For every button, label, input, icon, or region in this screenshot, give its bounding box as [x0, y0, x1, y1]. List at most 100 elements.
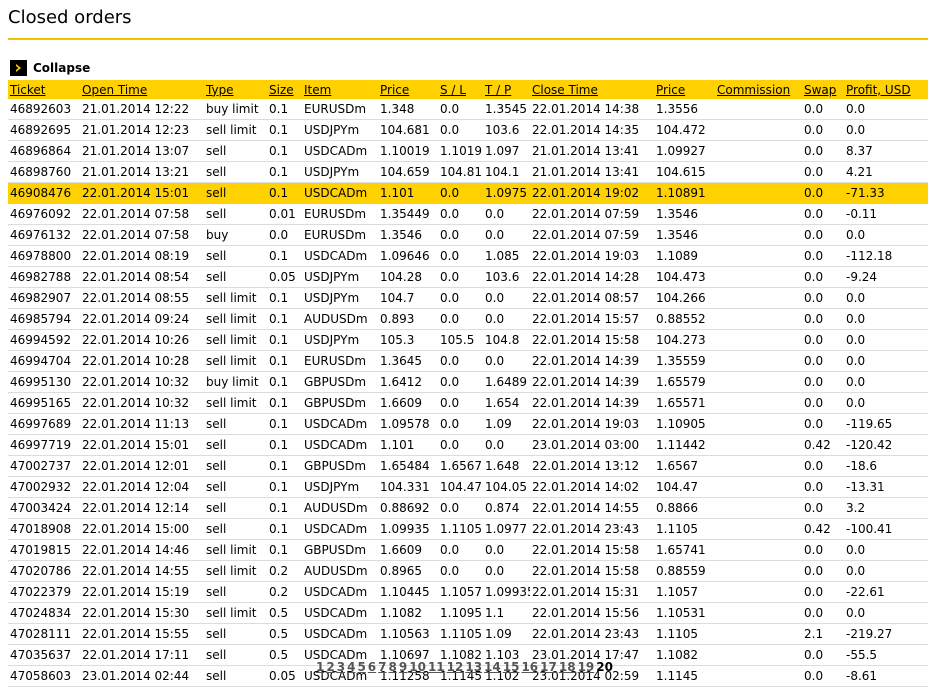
cell-close-price: 0.88559: [654, 560, 715, 582]
cell-swap: 0.0: [802, 329, 844, 351]
col-open-price[interactable]: Price: [378, 80, 438, 99]
page-link[interactable]: 6: [367, 660, 377, 674]
table-row[interactable]: 46908476 22.01.2014 15:01 sell 0.1 USDCADm 1.…: [8, 182, 928, 204]
table-row[interactable]: 46976132 22.01.2014 07:58 buy 0.0 EURUSDm 1.3…: [8, 224, 928, 246]
collapse-toggle[interactable]: Collapse: [10, 59, 90, 77]
cell-open-price: 104.681: [378, 119, 438, 141]
sort-tp-link[interactable]: T / P: [485, 82, 512, 97]
cell-close-time: 22.01.2014 15:56: [530, 602, 654, 624]
cell-tp: 0.874: [483, 497, 530, 519]
cell-item: USDCADm: [302, 623, 378, 645]
table-row[interactable]: 46982788 22.01.2014 08:54 sell 0.05 USDJPYm 1…: [8, 266, 928, 288]
page-link[interactable]: 18: [558, 660, 576, 674]
sort-open-time-link[interactable]: Open Time: [82, 82, 148, 97]
table-row[interactable]: 47020786 22.01.2014 14:55 sell limit 0.2 AUD…: [8, 560, 928, 582]
table-row[interactable]: 46896864 21.01.2014 13:07 sell 0.1 USDCADm 1.…: [8, 140, 928, 162]
sort-commission-link[interactable]: Commission: [717, 82, 791, 97]
col-profit[interactable]: Profit, USD: [844, 80, 928, 99]
page-link[interactable]: 1: [316, 660, 325, 674]
table-row[interactable]: 46997719 22.01.2014 15:01 sell 0.1 USDCADm 1.…: [8, 434, 928, 456]
cell-sl: 1.6567: [438, 455, 483, 477]
sort-profit-link[interactable]: Profit, USD: [846, 82, 911, 97]
table-row[interactable]: 46995130 22.01.2014 10:32 buy limit 0.1 GBPU…: [8, 371, 928, 393]
table-row[interactable]: 46976092 22.01.2014 07:58 sell 0.01 EURUSDm 1…: [8, 203, 928, 225]
cell-open-time: 21.01.2014 12:22: [80, 99, 204, 120]
page-link[interactable]: 3: [336, 660, 346, 674]
sort-ticket-link[interactable]: Ticket: [10, 82, 46, 97]
table-row[interactable]: 47002737 22.01.2014 12:01 sell 0.1 GBPUSDm 1.…: [8, 455, 928, 477]
table-row[interactable]: 47022379 22.01.2014 15:19 sell 0.2 USDCADm 1.…: [8, 581, 928, 603]
table-row[interactable]: 46985794 22.01.2014 09:24 sell limit 0.1 AUD…: [8, 308, 928, 330]
cell-close-price: 1.1057: [654, 581, 715, 603]
page-link[interactable]: 15: [502, 660, 520, 674]
col-close-time[interactable]: Close Time: [530, 80, 654, 99]
table-row[interactable]: 47003424 22.01.2014 12:14 sell 0.1 AUDUSDm 0.…: [8, 497, 928, 519]
cell-profit: -22.61: [844, 581, 928, 603]
col-item[interactable]: Item: [302, 80, 378, 99]
page-link[interactable]: 4: [347, 660, 356, 674]
col-swap[interactable]: Swap: [802, 80, 844, 99]
page-link[interactable]: 5: [357, 660, 366, 674]
table-row[interactable]: 46892695 21.01.2014 12:23 sell limit 0.1 USD…: [8, 119, 928, 141]
sort-close-time-link[interactable]: Close Time: [532, 82, 598, 97]
cell-commission: [715, 560, 802, 582]
table-row[interactable]: 47058603 23.01.2014 02:44 sell 0.05 USDCADm 1…: [8, 665, 928, 687]
cell-close-price: 0.8866: [654, 497, 715, 519]
col-tp[interactable]: T / P: [483, 80, 530, 99]
page-link[interactable]: 19: [577, 660, 595, 674]
col-commission[interactable]: Commission: [715, 80, 802, 99]
cell-close-price: 1.10905: [654, 413, 715, 435]
table-row[interactable]: 47019815 22.01.2014 14:46 sell limit 0.1 GBP…: [8, 539, 928, 561]
table-row[interactable]: 46994704 22.01.2014 10:28 sell limit 0.1 EUR…: [8, 350, 928, 372]
cell-close-time: 23.01.2014 03:00: [530, 434, 654, 456]
table-row[interactable]: 46995165 22.01.2014 10:32 sell limit 0.1 GBP…: [8, 392, 928, 414]
col-type[interactable]: Type: [204, 80, 267, 99]
sort-open-price-link[interactable]: Price: [380, 82, 410, 97]
page-link[interactable]: 11: [427, 660, 445, 674]
col-sl[interactable]: S / L: [438, 80, 483, 99]
table-row[interactable]: 46982907 22.01.2014 08:55 sell limit 0.1 USD…: [8, 287, 928, 309]
page-link[interactable]: 13: [465, 660, 483, 674]
page-link[interactable]: 14: [484, 660, 501, 674]
page-link[interactable]: 12: [446, 660, 464, 674]
table-row[interactable]: 47002932 22.01.2014 12:04 sell 0.1 USDJPYm 10…: [8, 476, 928, 498]
table-row[interactable]: 47024834 22.01.2014 15:30 sell limit 0.5 USD…: [8, 602, 928, 624]
page-link[interactable]: 10: [409, 660, 426, 674]
cell-profit: -100.41: [844, 518, 928, 540]
sort-size-link[interactable]: Size: [269, 82, 294, 97]
page-link[interactable]: 7: [378, 660, 387, 674]
sort-type-link[interactable]: Type: [206, 82, 234, 97]
cell-profit: 0.0: [844, 539, 928, 561]
page-link[interactable]: 16: [521, 660, 539, 674]
page-link[interactable]: 2: [326, 660, 335, 674]
col-close-price[interactable]: Price: [654, 80, 715, 99]
sort-item-link[interactable]: Item: [304, 82, 332, 97]
cell-size: 0.5: [267, 602, 302, 624]
col-ticket[interactable]: Ticket: [8, 80, 80, 99]
cell-open-time: 22.01.2014 07:58: [80, 224, 204, 246]
cell-ticket: 46976132: [8, 224, 80, 246]
table-row[interactable]: 47018908 22.01.2014 15:00 sell 0.1 USDCADm 1.…: [8, 518, 928, 540]
sort-close-price-link[interactable]: Price: [656, 82, 686, 97]
col-open-time[interactable]: Open Time: [80, 80, 204, 99]
table-row[interactable]: 46994592 22.01.2014 10:26 sell limit 0.1 USD…: [8, 329, 928, 351]
table-row[interactable]: 47035637 22.01.2014 17:11 sell 0.5 USDCADm 1.…: [8, 644, 928, 666]
sort-swap-link[interactable]: Swap: [804, 82, 837, 97]
cell-open-time: 22.01.2014 15:55: [80, 623, 204, 645]
sort-sl-link[interactable]: S / L: [440, 82, 466, 97]
table-row[interactable]: 46898760 21.01.2014 13:21 sell 0.1 USDJPYm 10…: [8, 161, 928, 183]
table-row[interactable]: 46978800 22.01.2014 08:19 sell 0.1 USDCADm 1.…: [8, 245, 928, 267]
cell-tp: 0.0: [483, 203, 530, 225]
cell-ticket: 46896864: [8, 140, 80, 162]
table-row[interactable]: 46997689 22.01.2014 11:13 sell 0.1 USDCADm 1.…: [8, 413, 928, 435]
table-row[interactable]: 46892603 21.01.2014 12:22 buy limit 0.1 EURU…: [8, 99, 928, 120]
cell-sl: 0.0: [438, 308, 483, 330]
page-link[interactable]: 8: [388, 660, 397, 674]
cell-open-time: 22.01.2014 15:19: [80, 581, 204, 603]
cell-commission: [715, 497, 802, 519]
page-link[interactable]: 9: [398, 660, 408, 674]
cell-commission: [715, 203, 802, 225]
page-link[interactable]: 17: [540, 660, 557, 674]
table-row[interactable]: 47028111 22.01.2014 15:55 sell 0.5 USDCADm 1.…: [8, 623, 928, 645]
col-size[interactable]: Size: [267, 80, 302, 99]
